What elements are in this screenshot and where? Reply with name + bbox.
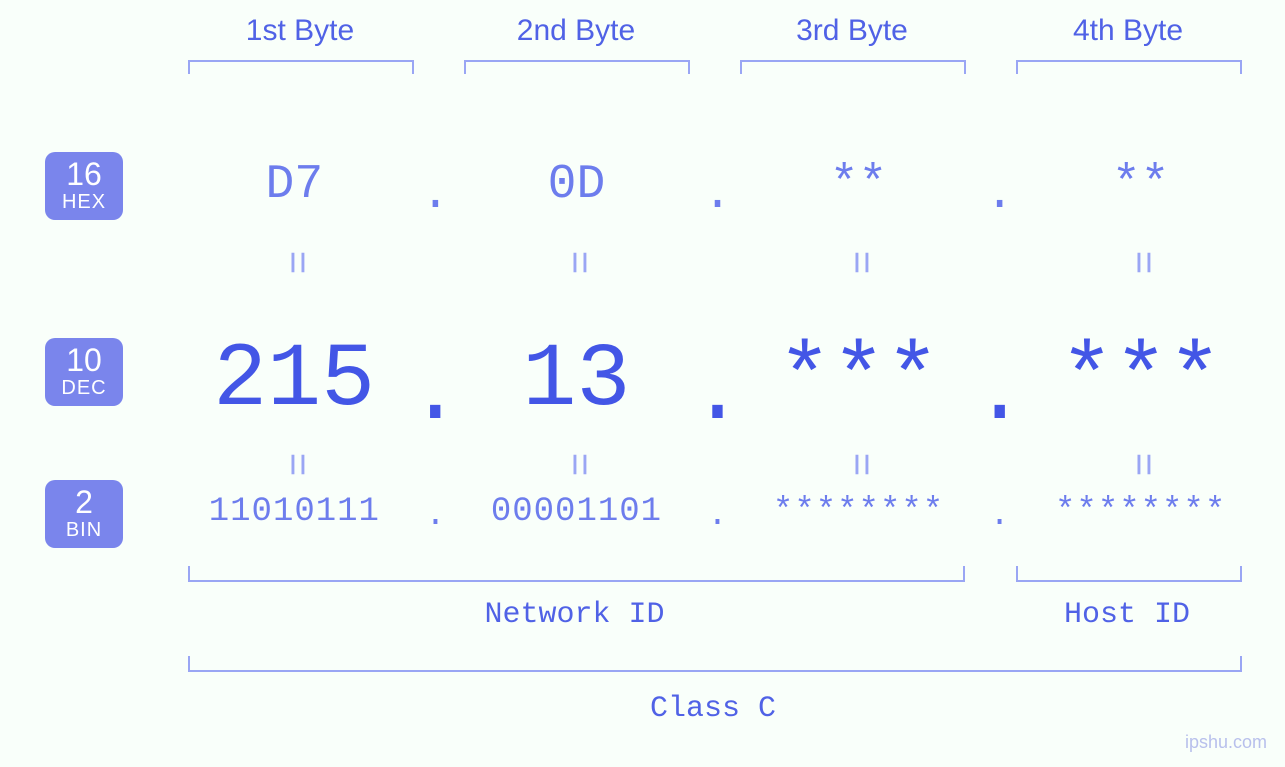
bracket-top-3 [740,60,966,74]
equals-icon: = [554,350,599,579]
host-id-label: Host ID [1016,598,1238,632]
base-badge-hex: 16 HEX [45,152,123,220]
network-id-label: Network ID [188,598,961,632]
base-badge-dec-label: DEC [45,378,123,398]
base-badge-bin: 2 BIN [45,480,123,548]
bracket-class [188,656,1242,672]
dot-icon: . [691,168,744,222]
class-label: Class C [188,692,1238,726]
equals-icon: = [1118,350,1163,579]
equals-icon: = [836,350,881,579]
base-badge-dec: 10 DEC [45,338,123,406]
dot-icon: . [690,344,744,446]
watermark: ipshu.com [1185,732,1267,753]
byte-label-4: 4th Byte [1008,14,1248,48]
dot-icon: . [973,497,1026,535]
dec-row: 215 . 13 . *** . *** [180,330,1255,432]
ip-diagram: 1st Byte 2nd Byte 3rd Byte 4th Byte 16 H… [0,0,1285,767]
dot-icon: . [409,497,462,535]
bin-byte-3: ******** [744,493,973,531]
base-badge-dec-num: 10 [45,344,123,376]
bracket-network-id [188,566,965,582]
byte-label-3: 3rd Byte [732,14,972,48]
bracket-top-2 [464,60,690,74]
bin-byte-4: ******** [1026,493,1255,531]
bracket-top-1 [188,60,414,74]
base-badge-hex-label: HEX [45,192,123,212]
dot-icon: . [973,344,1027,446]
equals-row-1: = = = = [180,240,1255,285]
base-badge-hex-num: 16 [45,158,123,190]
bin-byte-2: 00001101 [462,493,691,531]
byte-label-2: 2nd Byte [456,14,696,48]
dot-icon: . [409,168,462,222]
base-badge-bin-label: BIN [45,520,123,540]
bin-byte-1: 11010111 [180,493,409,531]
equals-icon: = [272,350,317,579]
bracket-host-id [1016,566,1242,582]
bracket-top-4 [1016,60,1242,74]
base-badge-bin-num: 2 [45,486,123,518]
bin-row: 11010111 . 00001101 . ******** . *******… [180,493,1255,531]
hex-row: D7 . 0D . ** . ** [180,158,1255,212]
dot-icon: . [973,168,1026,222]
dot-icon: . [408,344,462,446]
dot-icon: . [691,497,744,535]
equals-row-2: = = = = [180,442,1255,487]
byte-label-1: 1st Byte [180,14,420,48]
